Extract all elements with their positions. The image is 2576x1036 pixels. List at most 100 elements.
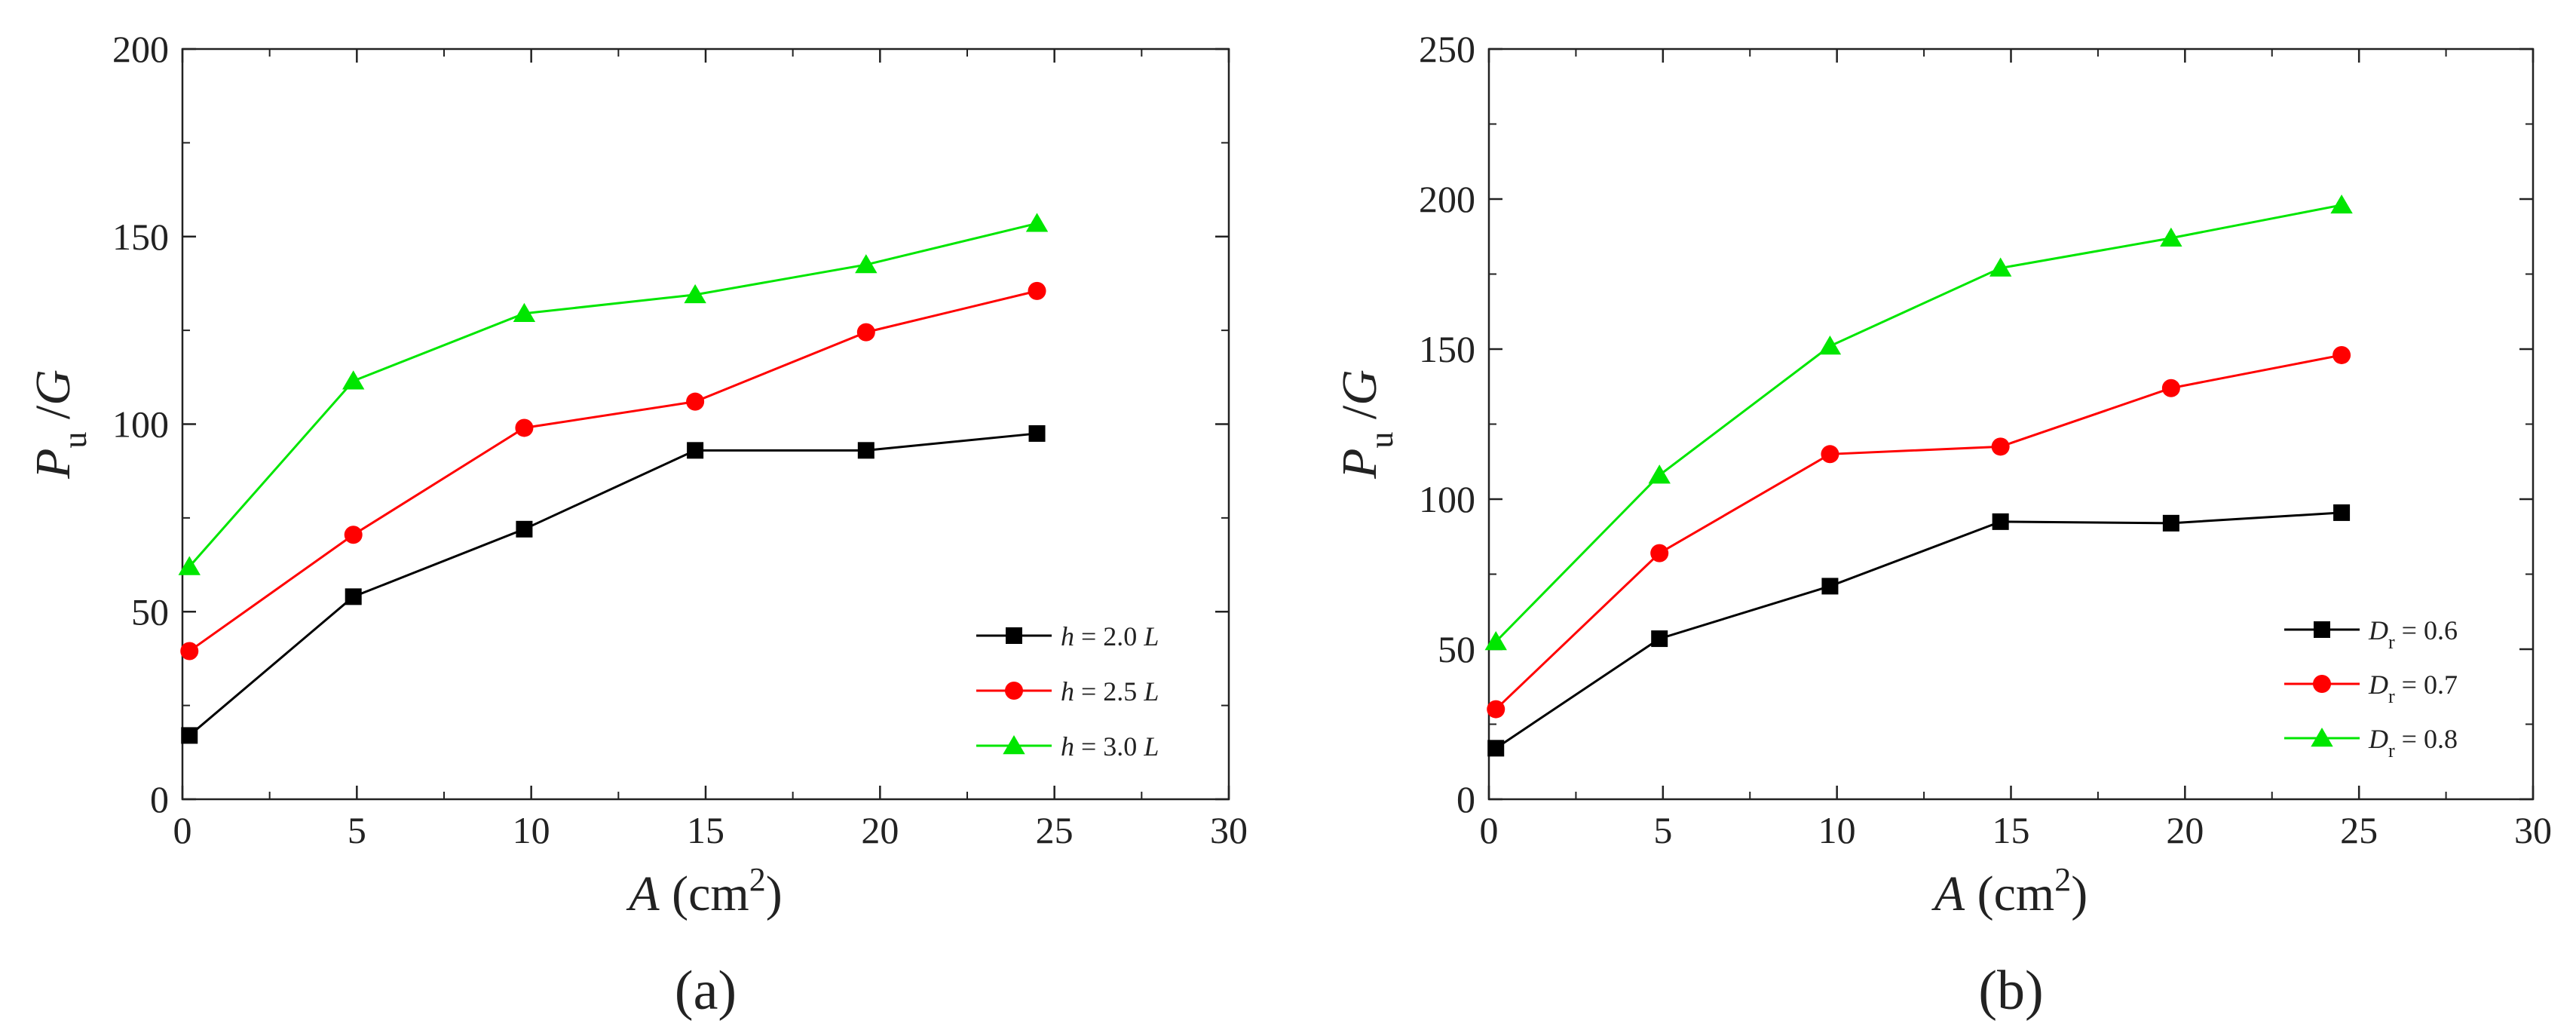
- series-2: Dr = 0.8: [1484, 194, 2458, 762]
- series-0: h = 2.0 L: [181, 425, 1159, 744]
- x-axis-unit: (cm: [660, 866, 749, 921]
- panel-label: (b): [1978, 960, 2043, 1022]
- data-point: [855, 254, 878, 274]
- legend-marker: [2311, 728, 2333, 747]
- x-axis-unit-exp: 2: [2054, 861, 2071, 898]
- legend-marker: [1006, 627, 1022, 644]
- x-tick-label: 10: [1818, 809, 1856, 851]
- x-tick-label: 30: [1210, 809, 1248, 851]
- x-tick-label: 0: [1480, 809, 1499, 851]
- data-point: [345, 588, 362, 605]
- data-point: [684, 284, 706, 304]
- legend-mid: = 0.6: [2395, 615, 2458, 645]
- y-axis-var2: G: [1332, 369, 1387, 406]
- data-point: [344, 526, 363, 544]
- legend-sub: r: [2388, 740, 2395, 762]
- legend-label: Dr = 0.8: [2368, 724, 2458, 762]
- data-point: [180, 642, 199, 661]
- legend-var: h: [1061, 621, 1074, 651]
- legend-var: D: [2368, 724, 2388, 754]
- data-point: [856, 323, 875, 342]
- series-1: h = 2.5 L: [180, 281, 1159, 707]
- series-line: [188, 432, 1037, 737]
- y-tick-label: 0: [1456, 778, 1475, 820]
- data-point: [1487, 700, 1505, 719]
- data-point: [1025, 213, 1049, 232]
- data-point: [515, 418, 534, 437]
- y-axis-var: P: [26, 449, 81, 480]
- chart-b: 0 5 10 15 20 25 30 0 50 100 150 200 250 A (cm2) Pu /G D…: [1332, 28, 2552, 1022]
- data-point: [2332, 345, 2351, 364]
- y-tick-label: 200: [112, 28, 169, 70]
- data-point: [2160, 227, 2182, 247]
- y-tick-label: 250: [1419, 28, 1475, 70]
- y-tick-label: 100: [112, 403, 169, 446]
- data-point: [2162, 514, 2179, 532]
- y-tick-label: 0: [150, 778, 169, 820]
- series-2: h = 3.0 L: [178, 213, 1159, 762]
- series-line: [1495, 511, 2342, 749]
- x-axis-var: A: [626, 866, 660, 921]
- data-point: [1989, 257, 2012, 277]
- legend-var: h: [1061, 731, 1074, 762]
- data-point: [181, 727, 198, 744]
- x-tick-label: 20: [861, 809, 899, 851]
- x-tick-label: 5: [348, 809, 366, 851]
- x-tick-label: 25: [1036, 809, 1074, 851]
- x-tick-label: 30: [2514, 809, 2552, 851]
- data-point: [516, 520, 533, 538]
- x-axis-title: A (cm2): [626, 861, 782, 921]
- y-axis-slash: /: [26, 405, 81, 432]
- legend-var2: L: [1143, 676, 1159, 707]
- legend-label: h = 2.0 L: [1061, 621, 1159, 651]
- legend-var: h: [1061, 676, 1074, 707]
- x-tick-label: 15: [687, 809, 724, 851]
- legend-marker: [2313, 675, 2331, 693]
- legend-var: D: [2368, 670, 2388, 700]
- y-tick-label: 150: [112, 216, 169, 258]
- legend-label: h = 2.5 L: [1061, 676, 1159, 707]
- x-tick-label: 25: [2340, 809, 2378, 851]
- x-tick-label: 15: [1992, 809, 2030, 851]
- y-tick-label: 50: [131, 590, 169, 633]
- data-point: [2333, 504, 2351, 521]
- data-point: [1028, 425, 1046, 442]
- series-line: [1495, 354, 2342, 710]
- legend-marker: [2314, 621, 2330, 638]
- data-point: [2161, 379, 2180, 397]
- data-point: [1028, 281, 1046, 300]
- y-axis-sub: u: [1363, 432, 1400, 449]
- data-point: [1484, 631, 1507, 651]
- data-point: [1650, 544, 1669, 562]
- data-point: [687, 442, 704, 459]
- series-line: [1495, 204, 2342, 643]
- legend-sub: r: [2388, 685, 2395, 707]
- legend-sub: r: [2388, 631, 2395, 653]
- series-0: Dr = 0.6: [1487, 504, 2458, 757]
- x-axis-unit-close: ): [2071, 866, 2087, 921]
- series-line: [188, 290, 1037, 652]
- series-line: [188, 222, 1037, 568]
- legend-var: D: [2368, 615, 2388, 645]
- data-point: [1821, 578, 1839, 595]
- y-tick-label: 50: [1438, 628, 1475, 670]
- y-axis-var2: G: [26, 369, 81, 406]
- x-axis-unit-exp: 2: [749, 861, 766, 898]
- x-axis-title: A (cm2): [1931, 861, 2087, 921]
- panel-label: (a): [675, 960, 737, 1022]
- legend-mid: = 3.0: [1074, 731, 1144, 762]
- data-point: [1991, 437, 2010, 456]
- x-axis-unit: (cm: [1965, 866, 2054, 921]
- y-tick-label: 150: [1419, 328, 1475, 370]
- x-tick-label: 20: [2166, 809, 2204, 851]
- data-point: [857, 442, 874, 459]
- data-point: [178, 556, 201, 575]
- legend-label: Dr = 0.6: [2368, 615, 2458, 653]
- data-point: [342, 370, 365, 390]
- x-tick-label: 5: [1653, 809, 1672, 851]
- legend-mid: = 0.8: [2395, 724, 2458, 754]
- legend-mid: = 2.0: [1074, 621, 1144, 651]
- x-tick-label: 0: [173, 809, 192, 851]
